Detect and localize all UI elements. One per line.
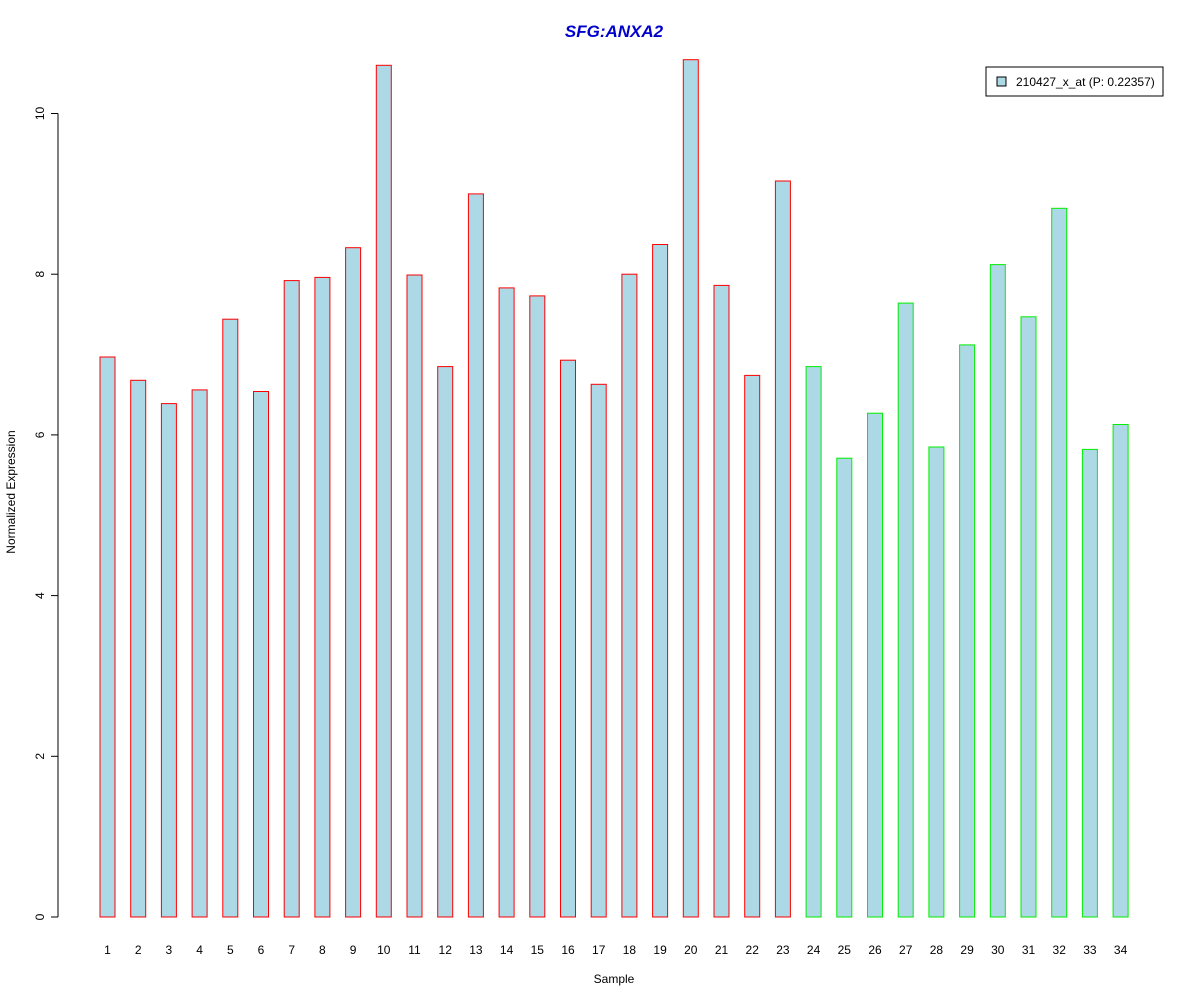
x-tick-label: 12 <box>439 943 453 957</box>
x-tick-label: 32 <box>1053 943 1067 957</box>
x-tick-label: 17 <box>592 943 606 957</box>
legend: 210427_x_at (P: 0.22357) <box>985 66 1164 97</box>
x-tick-label: 10 <box>377 943 391 957</box>
x-tick-label: 16 <box>561 943 575 957</box>
bar-sample-1 <box>99 356 116 918</box>
bar-sample-19 <box>652 244 669 918</box>
bar-sample-32 <box>1051 207 1068 918</box>
bar-sample-11 <box>406 274 423 918</box>
bar-sample-27 <box>897 302 914 918</box>
x-tick-label: 4 <box>196 943 203 957</box>
bar-sample-18 <box>621 273 638 918</box>
bar-sample-5 <box>222 318 239 918</box>
bar-sample-28 <box>928 446 945 918</box>
bar-sample-29 <box>959 344 976 918</box>
bar-sample-26 <box>867 412 883 918</box>
x-tick-label: 19 <box>653 943 667 957</box>
x-tick-label: 1 <box>104 943 111 957</box>
x-tick-label: 31 <box>1022 943 1036 957</box>
x-axis-title: Sample <box>594 972 635 986</box>
x-tick-label: 21 <box>715 943 729 957</box>
bar-sample-4 <box>191 389 208 918</box>
bar-sample-34 <box>1112 424 1129 918</box>
x-tick-label: 14 <box>500 943 514 957</box>
chart-title: SFG:ANXA2 <box>565 22 664 41</box>
x-tick-labels: 1 2 3 4 5 6 7 8 9 10 11 12 13 14 15 16 17 18 19 20 21 22 23 24 2… <box>104 943 1127 957</box>
bar-sample-33 <box>1081 448 1098 918</box>
bar-sample-16 <box>560 359 576 918</box>
x-tick-label: 30 <box>991 943 1005 957</box>
bar-sample-30 <box>989 264 1006 918</box>
x-tick-label: 25 <box>838 943 852 957</box>
bar-sample-23 <box>774 180 791 918</box>
y-tick-label: 0 <box>33 913 47 920</box>
x-tick-label: 13 <box>469 943 483 957</box>
bar-sample-3 <box>160 403 177 918</box>
bar-sample-6 <box>253 391 269 918</box>
x-tick-label: 20 <box>684 943 698 957</box>
x-tick-label: 11 <box>408 943 421 957</box>
x-tick-label: 23 <box>776 943 790 957</box>
bars <box>99 59 1129 918</box>
x-tick-label: 27 <box>899 943 913 957</box>
bar-sample-24 <box>805 366 822 918</box>
bar-sample-12 <box>437 366 454 918</box>
x-tick-label: 8 <box>319 943 326 957</box>
x-tick-label: 2 <box>135 943 142 957</box>
y-tick-label: 6 <box>33 431 47 438</box>
bar-sample-9 <box>345 247 362 918</box>
x-tick-label: 9 <box>350 943 357 957</box>
bar-sample-2 <box>130 379 147 918</box>
y-tick-label: 2 <box>33 753 47 760</box>
bar-sample-20 <box>682 59 699 918</box>
x-tick-label: 29 <box>960 943 974 957</box>
x-tick-label: 22 <box>746 943 760 957</box>
y-tick-label: 10 <box>33 107 47 121</box>
x-tick-label: 3 <box>166 943 173 957</box>
x-tick-label: 15 <box>531 943 545 957</box>
x-tick-label: 28 <box>930 943 944 957</box>
legend-box <box>985 66 1164 97</box>
legend-label: 210427_x_at (P: 0.22357) <box>1016 75 1155 89</box>
x-tick-label: 26 <box>868 943 882 957</box>
bar-sample-21 <box>713 284 730 918</box>
bar-sample-14 <box>498 287 515 918</box>
x-tick-label: 24 <box>807 943 821 957</box>
y-axis: 0 2 4 6 8 10 <box>33 107 59 920</box>
y-tick-label: 4 <box>33 592 47 599</box>
bar-sample-15 <box>529 295 546 918</box>
bar-sample-13 <box>467 193 484 918</box>
x-tick-label: 18 <box>623 943 637 957</box>
x-tick-label: 34 <box>1114 943 1128 957</box>
bar-sample-25 <box>836 457 853 918</box>
x-tick-label: 33 <box>1083 943 1097 957</box>
x-tick-label: 5 <box>227 943 234 957</box>
x-tick-label: 7 <box>288 943 295 957</box>
bar-sample-22 <box>744 374 761 918</box>
x-tick-label: 6 <box>258 943 265 957</box>
y-tick-label: 8 <box>33 271 47 278</box>
bar-sample-17 <box>590 383 607 918</box>
bar-sample-7 <box>283 280 300 918</box>
bar-sample-8 <box>314 276 331 918</box>
legend-swatch <box>996 76 1007 87</box>
bar-sample-10 <box>375 64 392 918</box>
y-axis-title: Normalized Expression <box>4 430 18 553</box>
bar-sample-31 <box>1020 316 1037 918</box>
